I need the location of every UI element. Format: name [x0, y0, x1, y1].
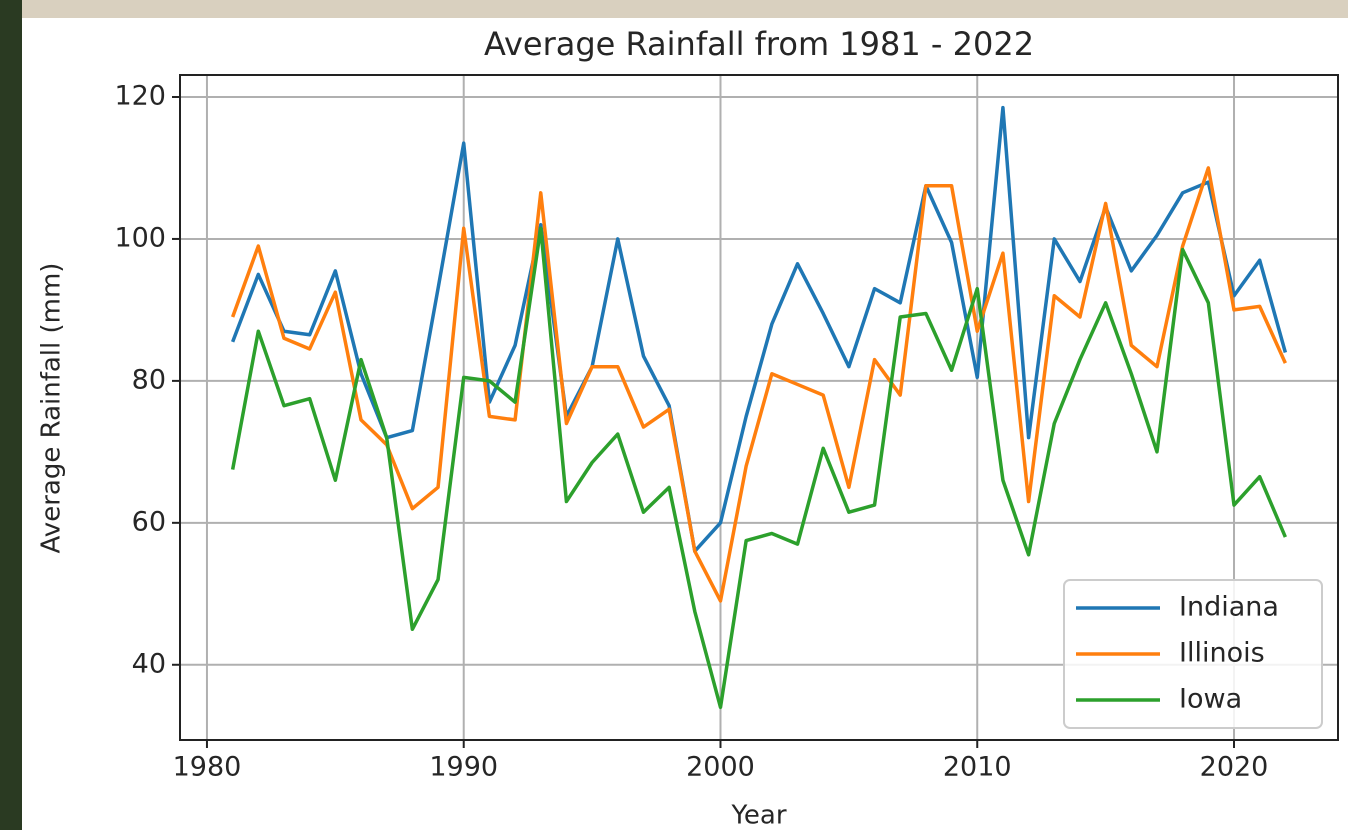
y-tick-label: 80 — [132, 364, 166, 395]
x-tick-label: 2010 — [943, 752, 1012, 783]
left-strip — [0, 0, 22, 830]
x-tick-label: 2000 — [686, 752, 755, 783]
y-tick-label: 100 — [114, 222, 166, 253]
y-tick-label: 40 — [132, 648, 166, 679]
y-tick-label: 120 — [114, 81, 166, 112]
legend-label: Illinois — [1179, 638, 1265, 669]
legend-label: Indiana — [1179, 592, 1279, 623]
x-tick-label: 1990 — [429, 752, 498, 783]
x-tick-label: 2020 — [1200, 752, 1269, 783]
legend: Indiana Illinois Iowa — [1064, 580, 1322, 728]
screenshot: Average Rainfall from 1981 - 2022 Year A… — [0, 0, 1348, 830]
x-tick-label: 1980 — [173, 752, 242, 783]
y-axis-label: Average Rainfall (mm) — [37, 263, 67, 554]
legend-label: Iowa — [1179, 684, 1242, 715]
x-axis-label: Year — [730, 801, 786, 830]
top-band — [0, 0, 1348, 18]
y-tick-label: 60 — [132, 506, 166, 537]
chart-title: Average Rainfall from 1981 - 2022 — [484, 25, 1034, 63]
